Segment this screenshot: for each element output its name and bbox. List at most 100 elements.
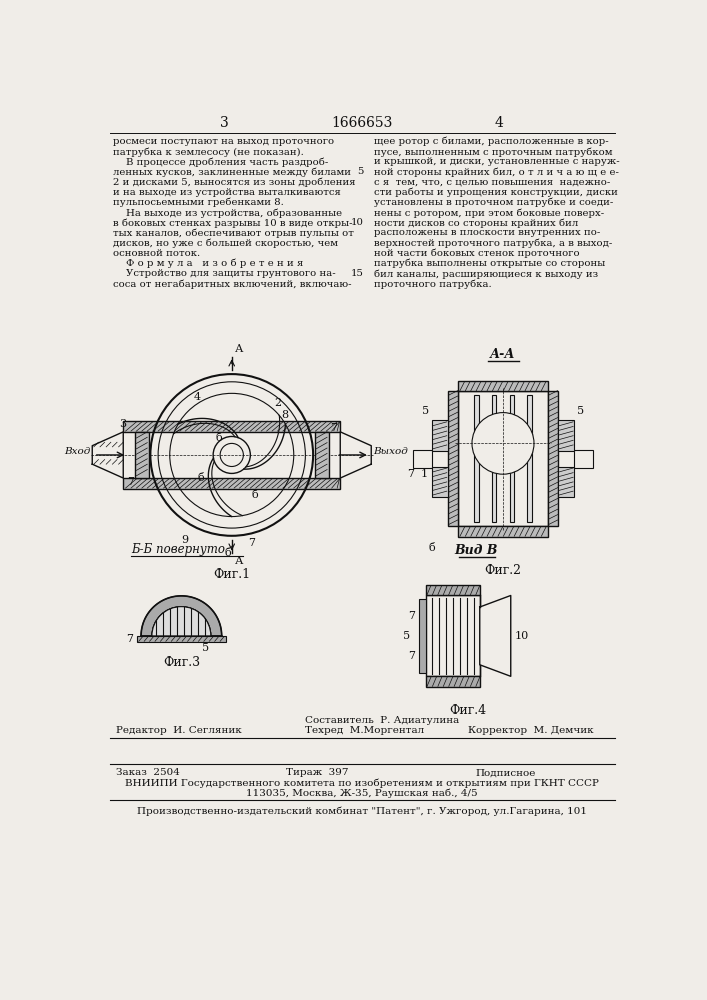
Text: Фиг.3: Фиг.3 <box>163 656 200 669</box>
Bar <box>527 395 532 522</box>
Text: На выходе из устройства, образованные: На выходе из устройства, образованные <box>113 208 342 218</box>
Bar <box>413 450 432 468</box>
Bar <box>559 466 574 497</box>
Bar <box>426 585 480 595</box>
Bar <box>559 420 574 451</box>
Text: 5: 5 <box>357 167 363 176</box>
Bar <box>432 420 448 451</box>
Text: А: А <box>235 344 243 354</box>
Circle shape <box>472 413 534 474</box>
Bar <box>474 395 479 522</box>
Text: Производственно-издательский комбинат "Патент", г. Ужгород, ул.Гагарина, 101: Производственно-издательский комбинат "П… <box>137 806 587 816</box>
Text: 2: 2 <box>275 398 282 408</box>
Text: с я  тем, что, с целью повышения  надежно-: с я тем, что, с целью повышения надежно- <box>373 178 610 187</box>
Text: пусе, выполненным с проточным патрубком: пусе, выполненным с проточным патрубком <box>373 147 612 157</box>
Text: ВНИИПИ Государственного комитета по изобретениям и открытиям при ГКНТ СССР: ВНИИПИ Государственного комитета по изоб… <box>125 778 599 788</box>
Bar <box>426 676 480 687</box>
Text: 15: 15 <box>351 269 363 278</box>
Text: 8: 8 <box>281 410 288 420</box>
Text: росмеси поступают на выход проточного: росмеси поступают на выход проточного <box>113 137 334 146</box>
Text: Б-Б повернуто: Б-Б повернуто <box>131 543 225 556</box>
Wedge shape <box>141 596 222 636</box>
Text: 2 и дисками 5, выносятся из зоны дробления: 2 и дисками 5, выносятся из зоны дроблен… <box>113 178 356 187</box>
Bar <box>426 595 480 676</box>
Text: Техред  М.Моргентал: Техред М.Моргентал <box>305 726 425 735</box>
Bar <box>574 450 593 468</box>
Text: 1666653: 1666653 <box>332 116 392 130</box>
Text: 7: 7 <box>247 538 255 548</box>
Text: 5: 5 <box>201 643 209 653</box>
Text: проточного патрубка.: проточного патрубка. <box>373 279 491 289</box>
Bar <box>123 478 340 489</box>
Text: Ф о р м у л а   и з о б р е т е н и я: Ф о р м у л а и з о б р е т е н и я <box>113 259 303 268</box>
Text: ности дисков со стороны крайних бил: ности дисков со стороны крайних бил <box>373 218 578 228</box>
Text: Фиг.2: Фиг.2 <box>484 564 522 577</box>
Bar <box>432 466 448 497</box>
Text: 3: 3 <box>119 419 126 429</box>
Text: 7: 7 <box>407 469 414 479</box>
Text: Вид В: Вид В <box>454 544 498 557</box>
Text: б: б <box>225 548 231 558</box>
Text: Фиг.1: Фиг.1 <box>214 568 250 581</box>
Text: 113035, Москва, Ж-35, Раушская наб., 4/5: 113035, Москва, Ж-35, Раушская наб., 4/5 <box>246 788 478 798</box>
Text: 7: 7 <box>408 611 415 621</box>
Bar <box>458 391 547 526</box>
Text: Редактор  И. Сегляник: Редактор И. Сегляник <box>115 726 241 735</box>
Wedge shape <box>152 607 211 636</box>
Text: Корректор  М. Демчик: Корректор М. Демчик <box>468 726 594 735</box>
Text: 3: 3 <box>220 116 228 130</box>
Text: щее ротор с билами, расположенные в кор-: щее ротор с билами, расположенные в кор- <box>373 137 608 146</box>
Text: ленных кусков, заклиненные между билами: ленных кусков, заклиненные между билами <box>113 167 351 177</box>
Text: расположены в плоскости внутренних по-: расположены в плоскости внутренних по- <box>373 228 600 237</box>
Polygon shape <box>480 595 510 676</box>
Text: б: б <box>197 473 204 483</box>
Text: нены с ротором, при этом боковые поверх-: нены с ротором, при этом боковые поверх- <box>373 208 604 218</box>
Text: пульпосьемными гребенками 8.: пульпосьемными гребенками 8. <box>113 198 284 207</box>
Text: патрубка к землесосу (не показан).: патрубка к землесосу (не показан). <box>113 147 304 157</box>
Bar <box>547 391 559 526</box>
Text: 5: 5 <box>402 631 409 641</box>
Text: 7: 7 <box>408 651 415 661</box>
Bar <box>135 432 149 478</box>
Text: в боковых стенках разрывы 10 в виде откры-: в боковых стенках разрывы 10 в виде откр… <box>113 218 353 228</box>
Bar <box>448 391 458 526</box>
Bar <box>419 599 426 673</box>
Text: Устройство для защиты грунтового на-: Устройство для защиты грунтового на- <box>113 269 336 278</box>
Text: Тираж  397: Тираж 397 <box>286 768 349 777</box>
Text: 5: 5 <box>576 406 584 416</box>
Text: б: б <box>428 543 436 553</box>
Text: 7: 7 <box>329 423 337 433</box>
Text: основной поток.: основной поток. <box>113 249 200 258</box>
Text: 7: 7 <box>127 477 134 487</box>
Text: Подписное: Подписное <box>476 768 536 777</box>
Text: Заказ  2504: Заказ 2504 <box>115 768 180 777</box>
Text: Фиг.4: Фиг.4 <box>450 704 486 717</box>
Text: 5: 5 <box>422 406 429 416</box>
Bar <box>137 636 226 642</box>
Text: бил каналы, расширяющиеся к выходу из: бил каналы, расширяющиеся к выходу из <box>373 269 597 279</box>
Text: 9: 9 <box>182 535 189 545</box>
Text: 7: 7 <box>127 634 134 644</box>
Text: Составитель  Р. Адиатулина: Составитель Р. Адиатулина <box>305 716 460 725</box>
Text: Вход: Вход <box>64 447 90 456</box>
Text: ной стороны крайних бил, о т л и ч а ю щ е е-: ной стороны крайних бил, о т л и ч а ю щ… <box>373 167 619 177</box>
Text: сти работы и упрощения конструкции, диски: сти работы и упрощения конструкции, диск… <box>373 188 617 197</box>
Text: 10: 10 <box>515 631 529 641</box>
Text: и на выходе из устройства выталкиваются: и на выходе из устройства выталкиваются <box>113 188 341 197</box>
Bar <box>510 395 514 522</box>
Bar <box>492 395 496 522</box>
Text: соса от негабаритных включений, включаю-: соса от негабаритных включений, включаю- <box>113 279 351 289</box>
Text: б: б <box>216 433 223 443</box>
Bar <box>458 381 547 391</box>
Text: дисков, но уже с большей скоростью, чем: дисков, но уже с большей скоростью, чем <box>113 239 338 248</box>
Text: В процессе дробления часть раздроб-: В процессе дробления часть раздроб- <box>113 157 329 167</box>
Text: 1: 1 <box>421 469 428 479</box>
Text: 10: 10 <box>351 218 363 227</box>
Text: 4: 4 <box>495 116 503 130</box>
Text: верхностей проточного патрубка, а в выход-: верхностей проточного патрубка, а в выхо… <box>373 239 612 248</box>
Bar <box>123 421 340 432</box>
Bar <box>315 432 329 478</box>
Text: патрубка выполнены открытые со стороны: патрубка выполнены открытые со стороны <box>373 259 604 268</box>
Text: тых каналов, обеспечивают отрыв пульпы от: тых каналов, обеспечивают отрыв пульпы о… <box>113 228 354 238</box>
Text: Выход: Выход <box>373 447 409 456</box>
